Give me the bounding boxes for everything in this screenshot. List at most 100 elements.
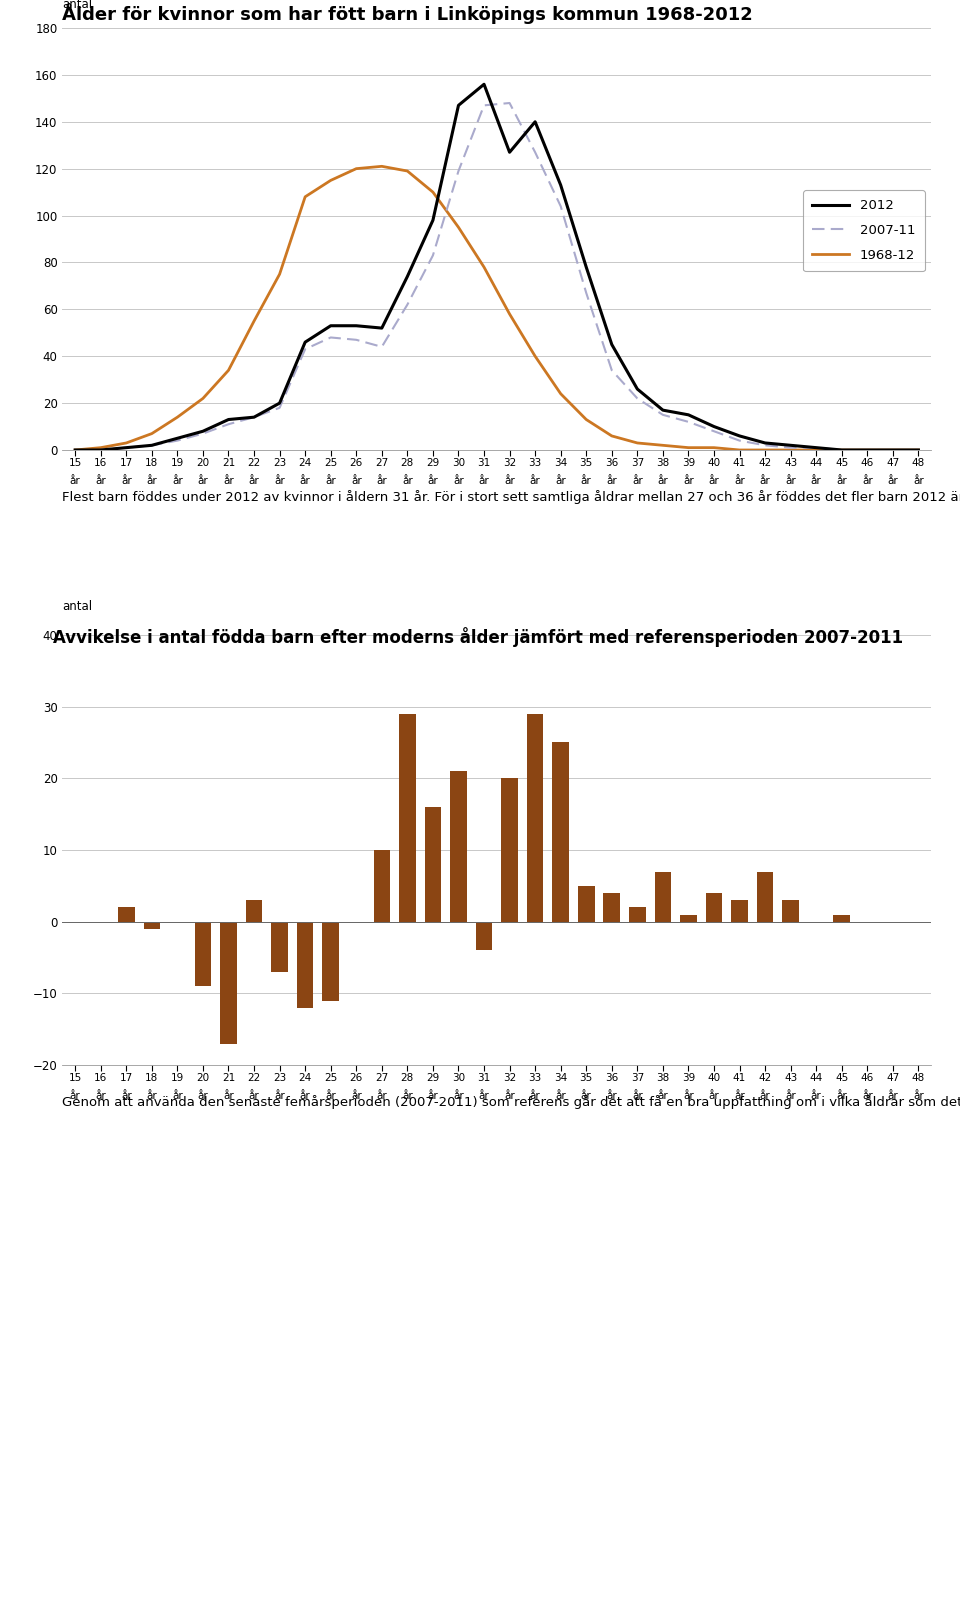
Text: år: år	[223, 1091, 234, 1102]
Text: år: år	[172, 477, 182, 486]
Bar	[220, 921, 237, 1044]
Text: år: år	[759, 477, 771, 486]
Text: år: år	[607, 1091, 617, 1102]
Text: år: år	[658, 477, 668, 486]
Text: år: år	[785, 477, 796, 486]
Text: år: år	[300, 1091, 310, 1102]
Text: år: år	[555, 1091, 566, 1102]
Text: år: år	[504, 477, 515, 486]
Legend: 2012, 2007-11, 1968-12: 2012, 2007-11, 1968-12	[804, 191, 924, 271]
Text: år: år	[275, 477, 285, 486]
Text: år: år	[479, 1091, 490, 1102]
Text: år: år	[325, 477, 336, 486]
Text: år: år	[121, 477, 132, 486]
Text: år: år	[504, 1091, 515, 1102]
Bar	[552, 742, 569, 921]
Text: år: år	[836, 1091, 847, 1102]
Text: år: år	[402, 1091, 413, 1102]
Text: år: år	[734, 1091, 745, 1102]
Bar	[604, 894, 620, 921]
Bar	[756, 871, 774, 921]
Text: år: år	[172, 1091, 182, 1102]
Bar	[195, 921, 211, 986]
Text: år: år	[249, 477, 259, 486]
Text: år: år	[249, 1091, 259, 1102]
Text: år: år	[325, 1091, 336, 1102]
Text: år: år	[427, 477, 439, 486]
Text: år: år	[95, 477, 107, 486]
Text: år: år	[198, 1091, 208, 1102]
Text: år: år	[376, 1091, 387, 1102]
Text: år: år	[351, 477, 362, 486]
Bar	[373, 850, 390, 921]
Text: år: år	[887, 1091, 899, 1102]
Text: år: år	[607, 477, 617, 486]
Bar	[732, 900, 748, 921]
Text: Ålder för kvinnor som har fött barn i Linköpings kommun 1968-2012: Ålder för kvinnor som har fött barn i Li…	[62, 3, 754, 24]
Text: år: år	[581, 1091, 591, 1102]
Text: år: år	[530, 477, 540, 486]
Text: år: år	[70, 1091, 81, 1102]
Text: år: år	[351, 1091, 362, 1102]
Text: år: år	[811, 477, 822, 486]
Text: år: år	[581, 477, 591, 486]
Text: Genom att använda den senaste femårsperioden (2007-2011) som referens går det at: Genom att använda den senaste femårsperi…	[62, 1096, 960, 1109]
Text: år: år	[300, 477, 310, 486]
Bar	[450, 771, 467, 921]
Bar	[246, 900, 262, 921]
Text: år: år	[453, 477, 464, 486]
Bar	[527, 714, 543, 921]
Bar	[629, 907, 646, 921]
Bar	[297, 921, 314, 1008]
Text: år: år	[913, 477, 924, 486]
Text: antal: antal	[62, 601, 92, 614]
Text: år: år	[887, 477, 899, 486]
Text: år: år	[759, 1091, 771, 1102]
Bar	[476, 921, 492, 950]
Text: år: år	[785, 1091, 796, 1102]
Text: år: år	[811, 1091, 822, 1102]
Text: år: år	[147, 1091, 157, 1102]
Bar	[655, 871, 671, 921]
Text: år: år	[555, 477, 566, 486]
Bar	[578, 886, 594, 921]
Bar	[501, 779, 517, 921]
Bar	[424, 806, 442, 921]
Text: Flest barn föddes under 2012 av kvinnor i åldern 31 år. För i stort sett samtlig: Flest barn föddes under 2012 av kvinnor …	[62, 490, 960, 504]
Text: år: år	[684, 477, 694, 486]
Text: år: år	[658, 1091, 668, 1102]
Text: år: år	[376, 477, 387, 486]
Text: år: år	[862, 477, 873, 486]
Bar	[782, 900, 799, 921]
Text: antal: antal	[62, 0, 92, 11]
Bar	[706, 894, 722, 921]
Text: år: år	[632, 1091, 642, 1102]
Text: år: år	[708, 1091, 719, 1102]
Bar	[144, 921, 160, 929]
Text: år: år	[836, 477, 847, 486]
Bar	[118, 907, 134, 921]
Text: Avvikelse i antal födda barn efter moderns ålder jämfört med referensperioden 20: Avvikelse i antal födda barn efter moder…	[53, 627, 903, 646]
Bar	[272, 921, 288, 971]
Text: år: år	[453, 1091, 464, 1102]
Text: år: år	[862, 1091, 873, 1102]
Text: år: år	[913, 1091, 924, 1102]
Text: år: år	[427, 1091, 439, 1102]
Text: år: år	[530, 1091, 540, 1102]
Text: år: år	[223, 477, 234, 486]
Text: år: år	[402, 477, 413, 486]
Text: år: år	[708, 477, 719, 486]
Bar	[323, 921, 339, 1000]
Text: år: år	[198, 477, 208, 486]
Text: år: år	[479, 477, 490, 486]
Bar	[680, 915, 697, 921]
Text: år: år	[147, 477, 157, 486]
Text: år: år	[95, 1091, 107, 1102]
Text: år: år	[734, 477, 745, 486]
Text: år: år	[632, 477, 642, 486]
Text: år: år	[275, 1091, 285, 1102]
Text: år: år	[70, 477, 81, 486]
Bar	[833, 915, 850, 921]
Text: år: år	[684, 1091, 694, 1102]
Bar	[399, 714, 416, 921]
